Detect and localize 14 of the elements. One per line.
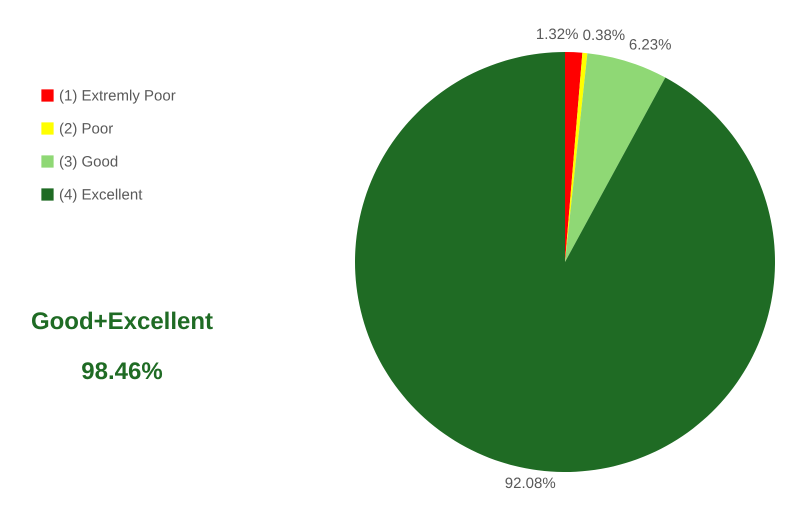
legend-label: (4) Excellent — [59, 186, 144, 204]
data-label: 6.23% — [628, 36, 672, 54]
legend-label: (1) Extremly Poor — [59, 88, 176, 104]
data-label: 1.32% — [536, 26, 578, 44]
data-label: 92.08% — [504, 474, 556, 492]
text: Good+Excellent — [30, 308, 214, 335]
text: 98.46% — [81, 358, 163, 385]
data-label: 0.38% — [582, 27, 626, 44]
pie-slice — [565, 52, 582, 262]
pie-slice — [565, 53, 666, 262]
pie-slice — [565, 52, 588, 262]
legend-label: (3) Good — [59, 154, 118, 170]
legend-label: (2) Poor — [59, 120, 114, 138]
pie-slice — [355, 52, 775, 472]
